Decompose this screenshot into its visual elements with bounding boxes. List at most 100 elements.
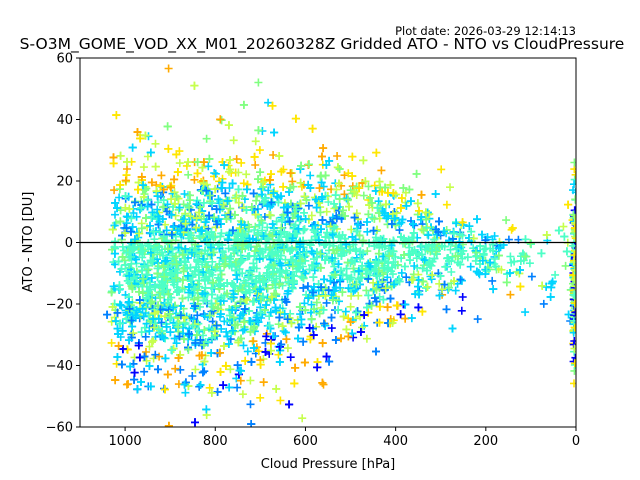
scatter-point [317,225,325,234]
scatter-point [229,245,238,254]
scatter-point [361,177,370,186]
scatter-point [407,314,416,323]
scatter-point [521,252,530,261]
scatter-point [255,146,264,155]
scatter-point [369,226,378,235]
scatter-point [225,383,234,392]
scatter-point [360,311,369,319]
scatter-point [304,201,313,210]
scatter-point [256,308,265,317]
scatter-point [408,275,416,284]
scatter-point [199,212,208,221]
scatter-point [267,170,275,179]
scatter-point [315,184,324,193]
scatter-point [366,193,375,202]
scatter-point [152,187,161,196]
scatter-point [491,262,500,271]
scatter-point [370,294,379,303]
scatter-point [262,239,271,248]
scatter-point [277,167,286,176]
scatter-point [262,269,271,277]
scatter-point [296,199,305,208]
scatter-point [486,258,495,267]
scatter-point [374,249,383,258]
scatter-point [279,182,288,191]
scatter-point [242,205,251,214]
scatter-point [111,198,120,207]
scatter-point [258,226,267,235]
scatter-point [386,247,395,256]
scatter-point [117,301,126,310]
scatter-point [115,193,124,202]
scatter-point [256,249,265,258]
scatter-point [281,328,290,337]
scatter-point [442,200,451,209]
scatter-point [254,347,263,356]
scatter-point [145,342,154,351]
scatter-point [264,186,273,195]
scatter-point [127,227,135,236]
scatter-point [211,185,220,194]
scatter-point [312,203,321,212]
scatter-point [247,357,256,366]
scatter-point [365,239,374,248]
scatter-point [113,308,122,317]
scatter-point [301,306,310,314]
scatter-point [288,245,296,254]
scatter-point [547,279,556,288]
scatter-point [294,224,303,233]
scatter-point [204,276,213,285]
scatter-point [212,205,221,214]
scatter-point [438,285,447,294]
scatter-point [476,242,485,251]
scatter-point [145,327,154,335]
scatter-point [111,376,120,385]
scatter-point [419,277,428,286]
scatter-point [236,376,245,385]
scatter-point [319,144,328,153]
scatter-point [241,279,250,287]
scatter-point [178,294,187,303]
scatter-point [363,218,371,226]
scatter-point [176,365,185,374]
scatter-point [260,176,269,185]
scatter-point [238,390,247,399]
scatter-point [139,163,148,172]
scatter-point [391,221,400,230]
scatter-point [135,353,144,362]
scatter-point [291,114,300,123]
scatter-point [456,260,465,269]
scatter-point [141,186,150,194]
scatter-point [272,384,281,393]
scatter-point [458,254,467,263]
scatter-point [270,128,279,137]
scatter-point [252,313,261,322]
scatter-point [316,263,325,272]
scatter-point [418,307,427,316]
scatter-point [334,305,343,314]
scatter-point [527,272,536,281]
scatter-point [167,230,176,239]
scatter-point [185,234,193,243]
scatter-point [272,230,281,239]
scatter-point [311,221,320,230]
scatter-point [283,289,292,298]
scatter-point [261,347,270,356]
scatter-point [175,332,184,341]
scatter-point [383,188,392,197]
scatter-point [113,204,122,213]
scatter-point [149,354,158,363]
scatter-point [342,325,351,334]
scatter-point [328,296,337,305]
scatter-point [352,209,361,218]
scatter-point [254,175,263,184]
scatter-point [114,257,123,266]
scatter-point [132,212,141,221]
scatter-point [437,165,446,174]
scatter-point [267,346,275,355]
scatter-point [222,195,231,204]
scatter-point [359,191,368,200]
scatter-point [180,190,189,198]
scatter-point [219,381,228,390]
scatter-point [221,260,230,269]
